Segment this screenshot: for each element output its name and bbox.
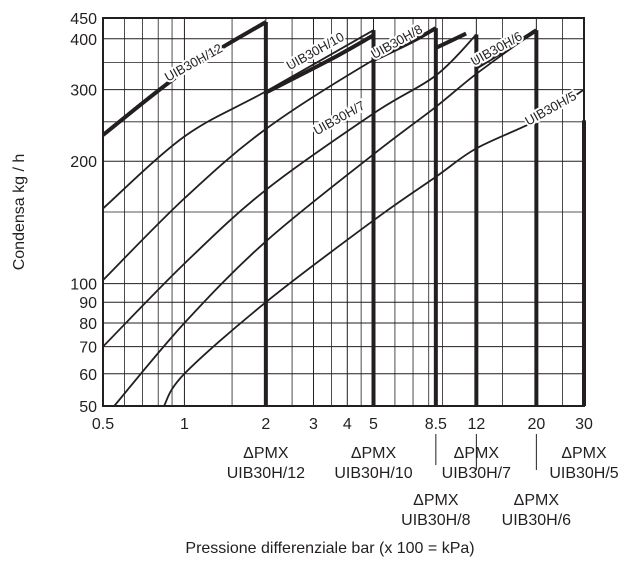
pmx-annotation-text: ΔPMX <box>351 445 397 462</box>
curve-uib30h-8 <box>102 27 437 281</box>
y-tick-label: 300 <box>70 83 97 100</box>
y-tick-label: 450 <box>70 11 97 28</box>
y-tick-label: 60 <box>79 367 97 384</box>
x-axis-title: Pressione differenziale bar (x 100 = kPa… <box>185 540 474 557</box>
pmx-annotations: ΔPMXUIB30H/12ΔPMXUIB30H/10ΔPMXUIB30H/7ΔP… <box>227 434 619 529</box>
curves <box>101 20 586 407</box>
curve-extension-uib30h-8 <box>434 31 467 50</box>
x-tick-labels: 0.5 1 2 3 4 5 8.5 12 20 30 <box>92 416 593 433</box>
grid-minor <box>103 18 584 406</box>
y-tick-label: 100 <box>70 277 97 294</box>
x-tick-label: 0.5 <box>92 416 114 433</box>
pmx-annotation-text: UIB30H/5 <box>549 465 618 482</box>
pmx-annotation-text: UIB30H/12 <box>227 465 305 482</box>
curve-uib30h-7 <box>102 33 478 348</box>
x-tick-label: 3 <box>309 416 318 433</box>
x-tick-label: 8.5 <box>425 416 447 433</box>
x-tick-label: 12 <box>467 416 485 433</box>
y-axis-title: Condensa kg / h <box>11 154 28 271</box>
pmx-annotation-text: UIB30H/8 <box>401 512 470 529</box>
curve-heavy-uib30h-12 <box>101 20 267 137</box>
y-tick-label: 400 <box>70 32 97 49</box>
x-tick-label: 4 <box>343 416 352 433</box>
pmx-annotation-text: UIB30H/6 <box>502 512 571 529</box>
pmx-annotation-text: ΔPMX <box>514 492 560 509</box>
y-tick-label: 80 <box>79 316 97 333</box>
pmx-annotation-text: UIB30H/10 <box>334 465 412 482</box>
y-tick-label: 90 <box>79 295 97 312</box>
x-tick-label: 20 <box>527 416 545 433</box>
pmx-annotation-text: ΔPMX <box>243 445 289 462</box>
pmx-annotation-text: UIB30H/7 <box>442 465 511 482</box>
curve-uib30h-5 <box>163 88 585 407</box>
pmx-annotation-text: ΔPMX <box>561 445 607 462</box>
curve-label: UIB30H/7 <box>311 98 368 138</box>
curve-label: UIB30H/5 <box>522 88 579 128</box>
x-tick-label: 5 <box>369 416 378 433</box>
curve-extension-uib30h-12 <box>264 33 375 95</box>
x-tick-label: 1 <box>180 416 189 433</box>
x-tick-label: 30 <box>575 416 593 433</box>
y-tick-label: 70 <box>79 340 97 357</box>
y-tick-label: 50 <box>79 399 97 416</box>
curve-uib30h-6 <box>113 29 537 407</box>
curve-uib30h-10 <box>102 29 374 210</box>
pmx-annotation-text: ΔPMX <box>413 492 459 509</box>
curve-label: UIB30H/8 <box>368 21 425 61</box>
x-tick-label: 2 <box>261 416 270 433</box>
y-tick-label: 200 <box>70 154 97 171</box>
plot-frame <box>102 17 585 407</box>
